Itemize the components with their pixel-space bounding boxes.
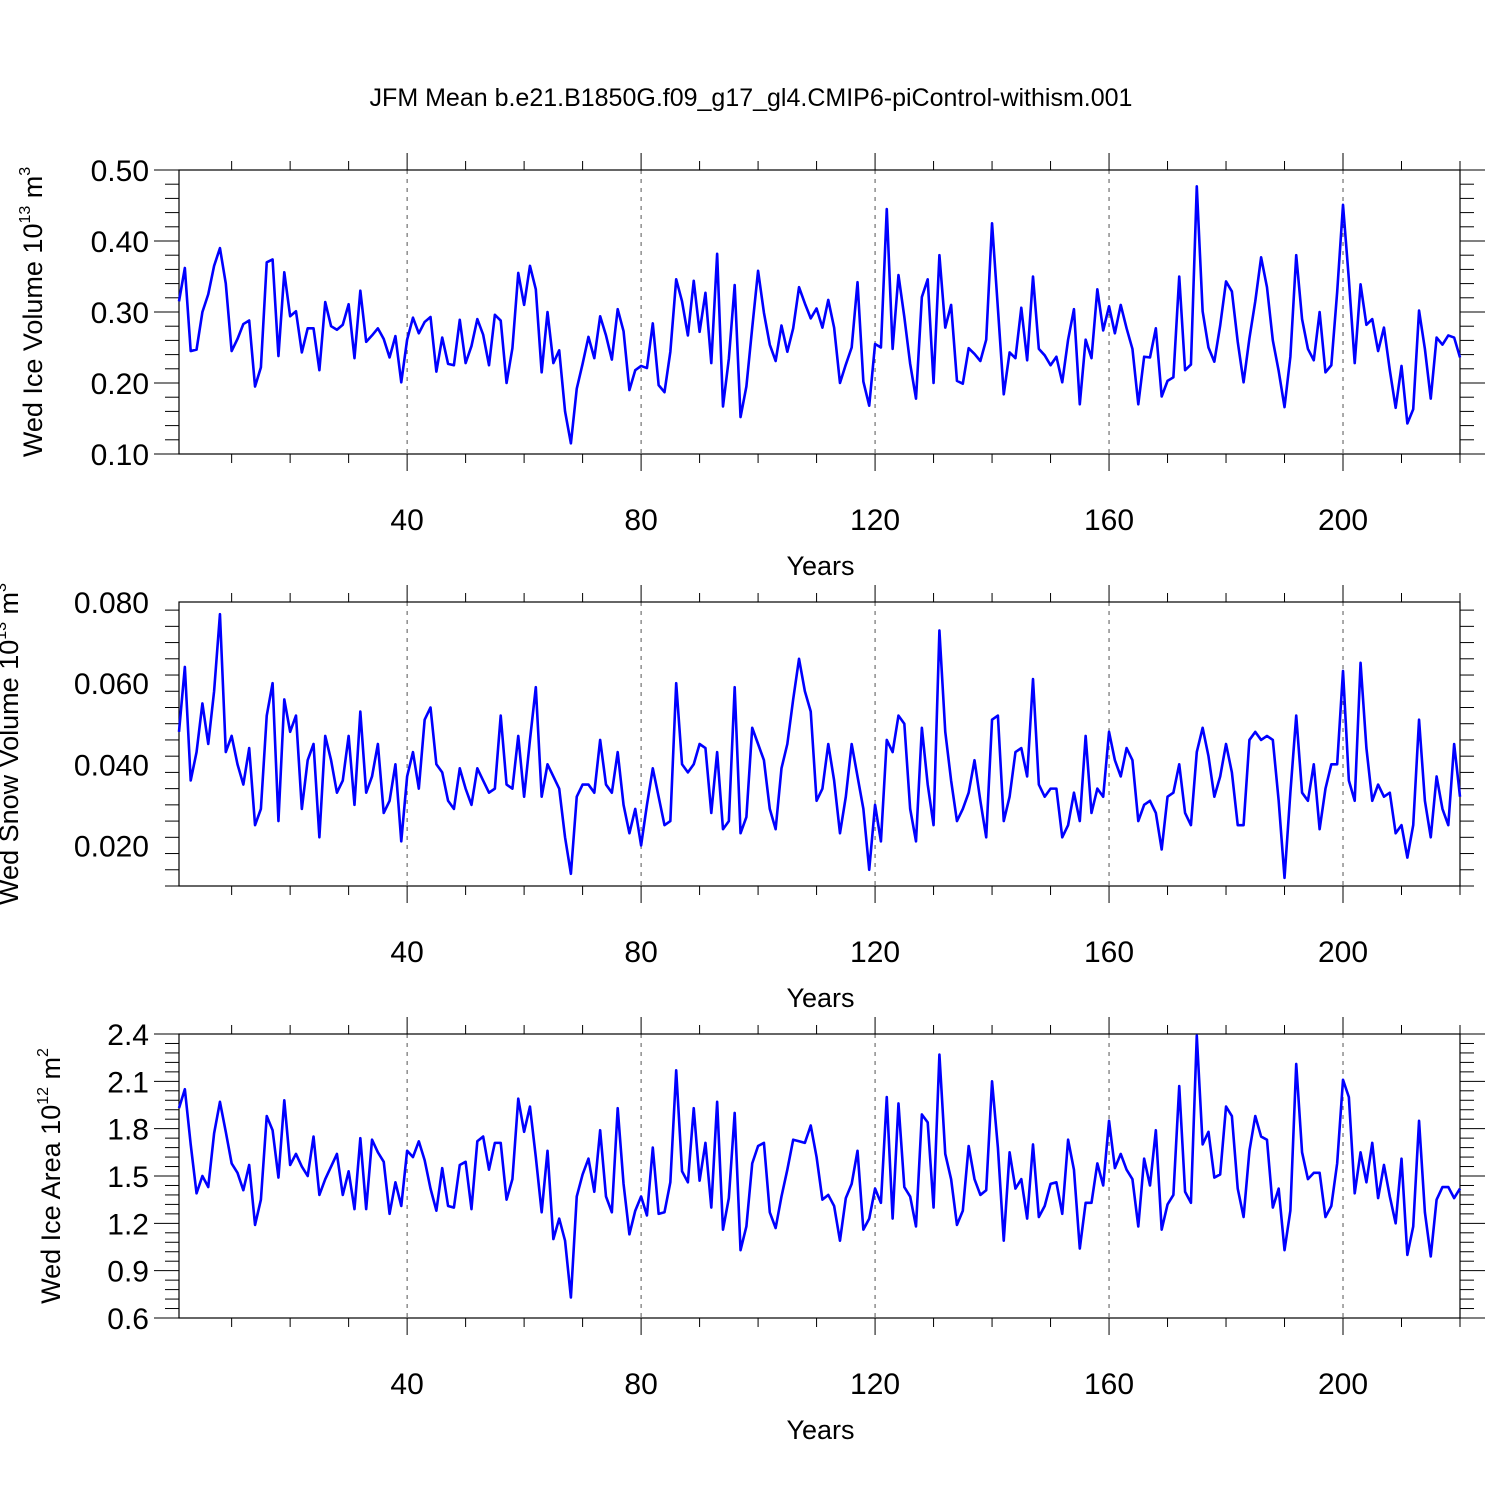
- y-tick-label: 1.8: [107, 1114, 149, 1147]
- y-tick-label: 0.020: [74, 830, 149, 863]
- y-tick-label: 0.040: [74, 749, 149, 782]
- x-tick-label: 80: [624, 936, 657, 969]
- y-tick-label: 0.30: [91, 297, 149, 330]
- x-tick-label: 40: [390, 1368, 423, 1401]
- x-axis-label: Years: [786, 983, 854, 1013]
- y-tick-label: 2.1: [107, 1066, 149, 1099]
- panel-wed-ice-area: 40 80 120 160 200 0.6 0.9 1.2 1.5 1.8 2.1 2.4 Years W…: [35, 1017, 1485, 1445]
- plot-frame: [178, 1033, 1461, 1319]
- plot-frame: [178, 601, 1461, 887]
- y-tick-label: 1.2: [107, 1208, 149, 1241]
- y-tick-label: 0.6: [107, 1303, 149, 1336]
- y-tick-label: 1.5: [107, 1161, 149, 1194]
- y-tick-label: 0.080: [74, 587, 149, 620]
- y-tick-label: 2.4: [107, 1019, 149, 1052]
- x-axis-label: Years: [786, 1415, 854, 1445]
- x-axis-label: Years: [786, 551, 854, 581]
- y-tick-label: 0.50: [91, 155, 149, 188]
- x-tick-label: 200: [1318, 936, 1368, 969]
- series-line-wed-ice-volume: [177, 185, 1462, 445]
- x-tick-label: 120: [850, 504, 900, 537]
- x-tick-label: 40: [390, 504, 423, 537]
- x-tick-label: 160: [1084, 936, 1134, 969]
- y-tick-label: 0.20: [91, 368, 149, 401]
- x-tick-label: 160: [1084, 504, 1134, 537]
- y-tick-label: 0.10: [91, 439, 149, 472]
- y-axis-label: Wed Snow Volume 1013 m3: [0, 583, 24, 905]
- y-axis-label: Wed Ice Area 1012 m2: [35, 1048, 66, 1304]
- y-axis-label: Wed Ice Volume 1013 m3: [17, 167, 48, 457]
- x-tick-label: 200: [1318, 504, 1368, 537]
- figure-title: JFM Mean b.e21.B1850G.f09_g17_gl4.CMIP6-…: [370, 84, 1133, 112]
- plot-frame: [178, 169, 1461, 455]
- x-tick-label: 120: [850, 936, 900, 969]
- x-tick-label: 40: [390, 936, 423, 969]
- y-tick-label: 0.9: [107, 1256, 149, 1289]
- x-tick-label: 160: [1084, 1368, 1134, 1401]
- y-tick-label: 0.060: [74, 668, 149, 701]
- x-tick-label: 80: [624, 504, 657, 537]
- series-line-wed-snow-volume: [177, 612, 1462, 880]
- series-line-wed-ice-area: [177, 1034, 1462, 1299]
- panel-wed-snow-volume: 40 80 120 160 200 0.020 0.040 0.060 0.080 Years We…: [0, 583, 1474, 1013]
- x-tick-label: 120: [850, 1368, 900, 1401]
- panel-wed-ice-volume: 40 80 120 160 200 0.10 0.20 0.30 0.40 0.50 Years We…: [17, 153, 1485, 581]
- y-tick-label: 0.40: [91, 226, 149, 259]
- x-tick-label: 200: [1318, 1368, 1368, 1401]
- x-tick-label: 80: [624, 1368, 657, 1401]
